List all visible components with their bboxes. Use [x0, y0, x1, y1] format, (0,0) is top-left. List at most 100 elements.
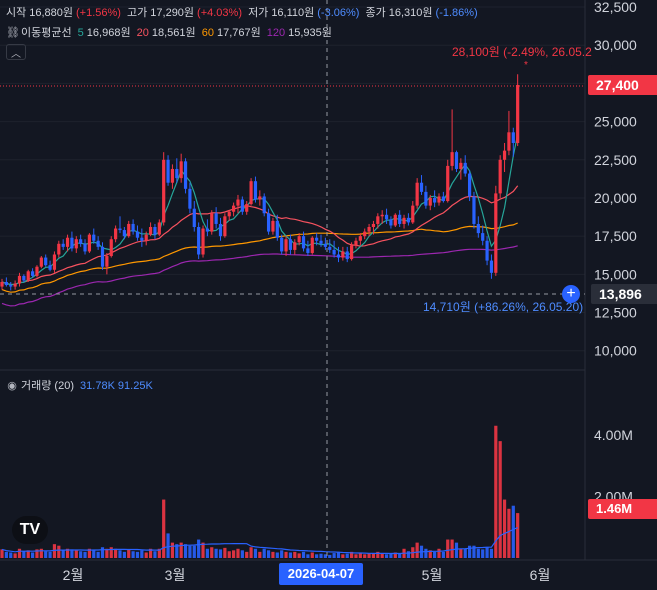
candle-body — [57, 243, 61, 255]
candle-body — [201, 228, 205, 255]
volume-bar — [57, 545, 61, 558]
price-axis: 32,50030,00027,50025,00022,50020,00017,5… — [594, 0, 637, 359]
high-change: (+4.03%) — [197, 7, 242, 19]
high-label: 고가 — [127, 7, 148, 19]
high-value: 17,290원 — [150, 7, 195, 19]
volume-bar — [467, 545, 472, 558]
volume-bar — [39, 548, 43, 558]
candle-body — [498, 159, 502, 194]
candlestick-series — [0, 74, 520, 291]
volume-bar — [507, 508, 511, 558]
volume-bar — [144, 552, 148, 558]
high-price-annotation: 28,100원 (-2.49%, 26.05.2 — [452, 45, 592, 59]
volume-legend[interactable]: ◉ 거래량 (20) 31.78K 91.25K — [6, 377, 156, 393]
volume-bar — [371, 553, 376, 558]
last-volume-badge: 1.46M — [588, 499, 657, 519]
tradingview-logo[interactable]: TV — [12, 516, 48, 544]
volume-bar — [183, 544, 188, 558]
candle-body — [446, 165, 450, 202]
volume-bar — [450, 539, 454, 558]
candle-body — [424, 191, 428, 206]
volume-bar — [498, 441, 502, 558]
volume-bar — [367, 553, 371, 558]
candle-body — [328, 246, 332, 250]
volume-bar — [118, 550, 122, 558]
candle-body — [306, 248, 310, 253]
volume-tick-label: 4.00M — [594, 427, 633, 443]
add-alert-button[interactable]: + — [562, 285, 580, 303]
price-tick-label: 25,000 — [594, 114, 637, 130]
time-axis: 2월 3월 5월 6월 — [63, 567, 551, 583]
candle-body — [406, 217, 411, 223]
candle-body — [87, 234, 91, 252]
candle-body — [376, 216, 380, 224]
candle-body — [415, 182, 419, 206]
volume-bar — [188, 545, 192, 558]
volume-bar — [79, 551, 83, 558]
volume-ma-value: 91.25K — [117, 380, 153, 392]
candle-body — [367, 227, 371, 232]
candle-body — [301, 236, 306, 249]
ma5-value: 16,968원 — [86, 27, 131, 39]
ma-legend[interactable]: ⛓이동평균선 5 16,968원 20 18,561원 60 17,767원 120 1… — [6, 24, 335, 40]
volume-bar — [428, 550, 432, 558]
volume-bar — [127, 549, 131, 558]
candle-body — [44, 257, 48, 266]
volume-bar — [17, 548, 22, 558]
volume-bar — [74, 550, 78, 558]
volume-bar — [398, 553, 402, 558]
candle-body — [323, 243, 327, 247]
volume-bar — [135, 551, 140, 558]
candle-body — [79, 239, 83, 244]
candle-body — [271, 220, 275, 232]
volume-series — [0, 425, 520, 558]
volume-bar — [65, 548, 70, 558]
volume-bar — [52, 544, 57, 558]
candle-body — [371, 223, 376, 228]
volume-ma-path — [1, 527, 518, 555]
volume-bar — [4, 551, 8, 558]
candle-body — [288, 239, 293, 250]
candle-body — [437, 196, 441, 203]
candle-body — [275, 220, 279, 238]
link-icon[interactable]: ⛓ — [6, 27, 20, 40]
volume-bar — [293, 551, 297, 558]
candle-body — [96, 240, 100, 247]
volume-bar — [306, 554, 310, 558]
volume-bar — [170, 542, 175, 558]
crosshair-price-badge: 13,896 — [591, 284, 657, 304]
volume-bar — [114, 548, 118, 558]
candle-body — [262, 196, 266, 214]
candle-body — [511, 132, 515, 143]
candle-body — [175, 168, 179, 179]
volume-bar — [415, 542, 419, 558]
volume-bar — [87, 548, 91, 558]
candle-body — [22, 275, 26, 281]
volume-bar — [463, 548, 467, 558]
candle-body — [157, 222, 161, 235]
candle-body — [411, 205, 415, 223]
candle-body — [284, 239, 288, 252]
volume-bar — [310, 552, 314, 558]
ma60-value: 17,767원 — [216, 27, 261, 39]
volume-bar — [424, 548, 428, 558]
candle-body — [0, 281, 4, 287]
candle-body — [232, 205, 236, 212]
volume-bar — [13, 553, 17, 558]
time-tick-label: 6월 — [530, 567, 551, 583]
last-price-badge: 27,400 — [588, 75, 657, 95]
volume-bar — [516, 513, 520, 558]
candle-body — [345, 251, 349, 260]
candle-body — [30, 271, 35, 276]
volume-bar — [258, 551, 262, 558]
collapse-legend-button[interactable]: ︿ — [6, 44, 26, 60]
candle-body — [183, 161, 188, 189]
candle-body — [127, 223, 131, 237]
candle-body — [341, 251, 345, 258]
candle-body — [336, 254, 341, 258]
volume-bar — [284, 551, 288, 558]
candle-body — [354, 240, 358, 246]
eye-icon[interactable]: ◉ — [7, 380, 17, 393]
volume-bar — [122, 551, 126, 558]
